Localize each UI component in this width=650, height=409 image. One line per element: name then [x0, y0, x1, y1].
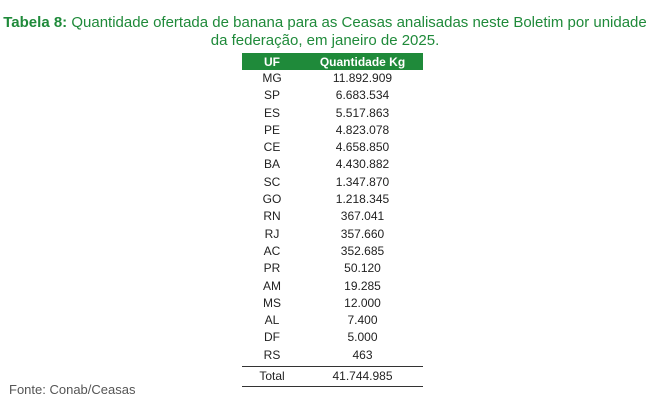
table-row: AL 7.400 [242, 312, 423, 329]
cell-uf: PE [263, 122, 280, 137]
table-row: DF 5.000 [242, 329, 423, 346]
table-row: RS 463 [242, 347, 423, 367]
cell-quantity: 7.400 [347, 313, 378, 328]
cell-uf: ES [263, 105, 280, 120]
cell-uf: MG [262, 71, 282, 85]
table-row: BA 4.430.882 [242, 156, 423, 173]
cell-quantity: 367.041 [340, 209, 385, 224]
cell-quantity: 463 [352, 347, 373, 362]
source-note: Fonte: Conab/Ceasas [9, 382, 136, 397]
table-row: AC 352.685 [242, 243, 423, 260]
column-header-quantity: Quantidade Kg [302, 53, 423, 70]
cell-uf: MS [263, 295, 281, 310]
cell-quantity: 1.347.870 [335, 174, 390, 189]
table-body: MG 11.892.909 SP 6.683.534 ES 5.517.863 PE 4.82… [242, 70, 423, 388]
table-row: AM 19.285 [242, 278, 423, 295]
table-row: CE 4.658.850 [242, 139, 423, 156]
table-row: SC 1.347.870 [242, 174, 423, 191]
cell-quantity: 5.517.863 [335, 105, 390, 120]
cell-uf: BA [263, 157, 280, 172]
caption-label: Tabela 8: [3, 14, 68, 31]
cell-uf: SP [263, 88, 280, 103]
cell-quantity: 12.000 [344, 295, 381, 310]
data-table: UF Quantidade Kg MG 11.892.909 SP 6.683.534… [242, 53, 423, 388]
cell-quantity: 1.218.345 [335, 192, 390, 207]
table-row: GO 1.218.345 [242, 191, 423, 208]
caption-text: Quantidade ofertada de banana para as Ce… [67, 14, 647, 49]
cell-quantity: 4.823.078 [335, 122, 390, 137]
table-caption: Tabela 8: Quantidade ofertada de banana … [0, 14, 650, 50]
cell-quantity: 357.660 [340, 226, 385, 241]
cell-uf: RS [263, 347, 281, 362]
table-row: SP 6.683.534 [242, 87, 423, 104]
cell-quantity: 352.685 [340, 243, 385, 258]
table-row: ES 5.517.863 [242, 105, 423, 122]
table-row: MG 11.892.909 [242, 70, 423, 87]
total-label: Total [242, 366, 302, 388]
cell-uf: CE [263, 140, 281, 155]
cell-quantity: 4.658.850 [335, 140, 390, 155]
cell-quantity: 11.892.909 [332, 71, 393, 85]
data-table-container: UF Quantidade Kg MG 11.892.909 SP 6.683.534… [242, 53, 423, 388]
cell-uf: PR [263, 261, 281, 276]
table-row: PR 50.120 [242, 260, 423, 277]
cell-quantity: 19.285 [344, 278, 381, 293]
table-row: RJ 357.660 [242, 226, 423, 243]
table-row: MS 12.000 [242, 295, 423, 312]
cell-uf: AC [263, 243, 281, 258]
cell-quantity: 5.000 [347, 330, 378, 345]
cell-uf: SC [263, 174, 281, 189]
cell-uf: RJ [264, 226, 280, 241]
table-row: RN 367.041 [242, 208, 423, 225]
table-row: PE 4.823.078 [242, 122, 423, 139]
cell-uf: DF [264, 330, 280, 345]
cell-uf: AL [264, 313, 280, 328]
column-header-uf: UF [242, 53, 302, 70]
cell-uf: GO [262, 192, 282, 207]
cell-uf: RN [263, 209, 281, 224]
table-total-row: Total 41.744.985 [242, 366, 423, 388]
total-quantity: 41.744.985 [302, 366, 423, 388]
cell-quantity: 50.120 [344, 261, 381, 276]
table-header-row: UF Quantidade Kg [242, 53, 423, 70]
cell-quantity: 4.430.882 [335, 157, 390, 172]
cell-quantity: 6.683.534 [335, 88, 390, 103]
cell-uf: AM [263, 278, 281, 293]
